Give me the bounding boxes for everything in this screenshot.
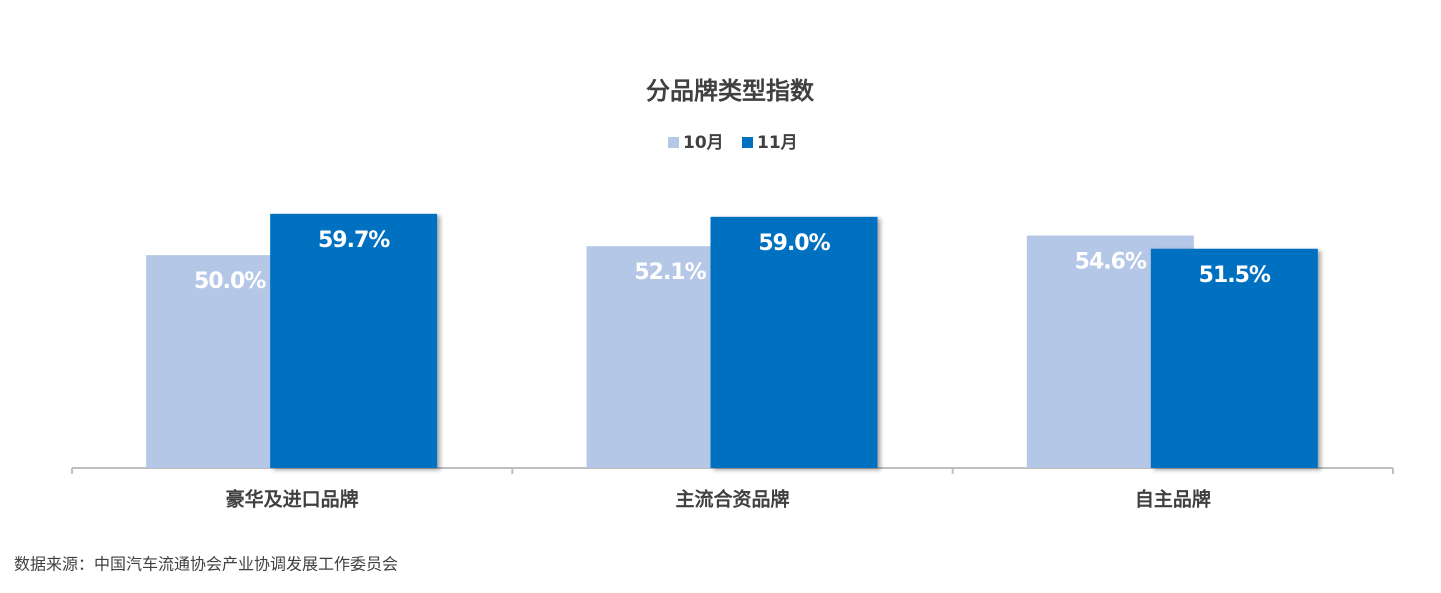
data-label: 51.5%	[1199, 263, 1271, 288]
data-label: 59.0%	[758, 231, 830, 256]
data-label: 59.7%	[318, 228, 390, 253]
legend-swatch	[742, 137, 753, 148]
bar	[1150, 248, 1318, 468]
data-label: 50.0%	[194, 269, 266, 294]
data-label: 54.6%	[1075, 250, 1147, 275]
bar	[710, 216, 878, 468]
legend-swatch	[668, 137, 679, 148]
legend-label: 10月	[683, 133, 724, 153]
chart-title: 分品牌类型指数	[646, 77, 815, 105]
x-tick-label: 自主品牌	[1135, 488, 1211, 511]
data-label: 52.1%	[634, 260, 706, 285]
source-note: 数据来源：中国汽车流通协会产业协调发展工作委员会	[14, 555, 398, 574]
x-tick-label: 豪华及进口品牌	[226, 488, 359, 511]
x-tick-label: 主流合资品牌	[675, 488, 789, 511]
bar	[270, 213, 438, 468]
legend-label: 11月	[757, 133, 798, 153]
